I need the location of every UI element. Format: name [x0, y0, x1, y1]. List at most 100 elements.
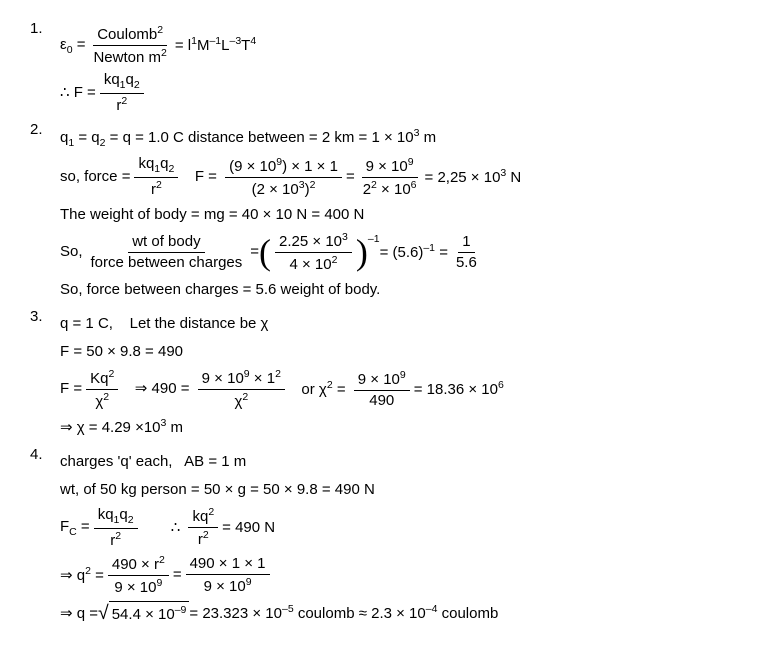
eq-line: ⇒ χ = 4.29 ×103 m [60, 415, 731, 440]
denominator: 9 × 109 [110, 576, 166, 597]
problem-1: 1. ε0 = Coulomb2 Newton m2 = l1M–1L–3T4 … [30, 20, 731, 119]
numerator: 490 × r2 [108, 554, 169, 576]
numerator: 2.25 × 103 [275, 231, 352, 253]
fraction: wt of body force between charges [87, 233, 247, 272]
numerator: Coulomb2 [93, 24, 167, 46]
eq-line: So, wt of body force between charges = (… [60, 231, 731, 274]
radicand: 54.4 × 10–9 [109, 601, 190, 627]
eq-line: The weight of body = mg = 40 × 10 N = 40… [60, 203, 731, 227]
square-root: √ 54.4 × 10–9 [98, 601, 189, 627]
denominator: r2 [112, 94, 131, 115]
denominator: 4 × 102 [285, 253, 341, 274]
eq-line: ε0 = Coulomb2 Newton m2 = l1M–1L–3T4 [60, 24, 731, 67]
denominator: 9 × 109 [200, 575, 256, 596]
eq-line: ⇒ q2 = 490 × r2 9 × 109 = 490 × 1 × 1 9 … [60, 554, 731, 597]
numerator: kq1q2 [100, 71, 144, 94]
eq-line: FC = kq1q2 r2 ∴ kq2 r2 = 490 N [60, 506, 731, 550]
fraction: kq1q2 r2 [134, 155, 178, 199]
numerator: 9 × 109 [362, 156, 418, 178]
text: = [173, 563, 182, 587]
denominator: (2 × 103)2 [248, 178, 320, 199]
text: ⇒ q2 = [60, 563, 104, 588]
problem-content: q1 = q2 = q = 1.0 C distance between = 2… [60, 121, 731, 306]
eq-line: q1 = q2 = q = 1.0 C distance between = 2… [60, 125, 731, 152]
text: = [346, 165, 355, 189]
text: q1 = q2 = q = 1.0 C distance between = 2… [60, 125, 436, 152]
fraction: 2.25 × 103 4 × 102 [275, 231, 352, 274]
fraction: (9 × 109) × 1 × 1 (2 × 103)2 [225, 156, 342, 199]
numerator: 9 × 109 [354, 369, 410, 391]
fraction: Coulomb2 Newton m2 [89, 24, 170, 67]
problem-3: 3. q = 1 C, Let the distance be χ F = 50… [30, 308, 731, 444]
numerator: kq2 [188, 506, 218, 528]
denominator: χ2 [91, 390, 113, 411]
fraction: 9 × 109 490 [354, 369, 410, 410]
denominator: χ2 [230, 390, 252, 411]
exponent: –1 [368, 231, 380, 248]
eq-line: ∴ F = kq1q2 r2 [60, 71, 731, 115]
text: = (5.6)–1 = [380, 240, 448, 265]
text: = 2,25 × 103 N [425, 165, 522, 190]
numerator: kq1q2 [134, 155, 178, 178]
eq-line: ⇒ q = √ 54.4 × 10–9 = 23.323 × 10–5 coul… [60, 601, 731, 627]
denominator: 22 × 106 [359, 178, 421, 199]
right-paren: ) [356, 238, 368, 267]
text: ⇒ q = [60, 602, 98, 626]
text: = l1M–1L–3T4 [175, 33, 256, 58]
text: = 23.323 × 10–5 coulomb ≈ 2.3 × 10–4 cou… [189, 601, 498, 626]
problem-number: 1. [30, 20, 60, 37]
problem-number: 2. [30, 121, 60, 138]
problem-content: ε0 = Coulomb2 Newton m2 = l1M–1L–3T4 ∴ F… [60, 20, 731, 119]
numerator: kq1q2 [94, 506, 138, 529]
text: ε0 = [60, 33, 85, 59]
numerator: 1 [458, 233, 474, 253]
text: = [250, 240, 259, 264]
sqrt-icon: √ [98, 604, 109, 624]
numerator: wt of body [128, 233, 204, 253]
problem-number: 3. [30, 308, 60, 325]
text: ⇒ χ = 4.29 ×103 m [60, 415, 183, 440]
text: = 18.36 × 106 [414, 377, 504, 402]
left-paren: ( [259, 238, 271, 267]
fraction: 490 × 1 × 1 9 × 109 [186, 555, 270, 596]
problem-content: charges 'q' each, AB = 1 m wt, of 50 kg … [60, 446, 731, 631]
denominator: force between charges [87, 253, 247, 272]
text: ∴ F = [60, 81, 96, 105]
denominator: r2 [106, 529, 125, 550]
eq-line: F = Kq2 χ2 ⇒ 490 = 9 × 109 × 12 χ2 or χ2… [60, 368, 731, 411]
numerator: 9 × 109 × 12 [198, 368, 285, 390]
problem-content: q = 1 C, Let the distance be χ F = 50 × … [60, 308, 731, 444]
text: ∴ [142, 516, 185, 540]
text: = 490 N [222, 516, 275, 540]
problem-2: 2. q1 = q2 = q = 1.0 C distance between … [30, 121, 731, 306]
fraction: kq2 r2 [188, 506, 218, 549]
eq-line: charges 'q' each, AB = 1 m [60, 450, 731, 474]
fraction: 490 × r2 9 × 109 [108, 554, 169, 597]
numerator: (9 × 109) × 1 × 1 [225, 156, 342, 178]
denominator: 490 [365, 391, 398, 410]
eq-line: q = 1 C, Let the distance be χ [60, 312, 731, 336]
fraction: 1 5.6 [452, 233, 481, 272]
eq-line: wt, of 50 kg person = 50 × g = 50 × 9.8 … [60, 478, 731, 502]
problem-4: 4. charges 'q' each, AB = 1 m wt, of 50 … [30, 446, 731, 631]
text: F = [182, 165, 221, 189]
text: FC = [60, 515, 90, 541]
eq-line: F = 50 × 9.8 = 490 [60, 340, 731, 364]
problem-number: 4. [30, 446, 60, 463]
text: F = [60, 377, 82, 401]
fraction: 9 × 109 × 12 χ2 [198, 368, 285, 411]
fraction: 9 × 109 22 × 106 [359, 156, 421, 199]
text: or χ2 = [289, 377, 350, 402]
numerator: Kq2 [86, 368, 118, 390]
text: ⇒ 490 = [122, 377, 193, 401]
fraction: kq1q2 r2 [94, 506, 138, 550]
denominator: Newton m2 [89, 46, 170, 67]
fraction: Kq2 χ2 [86, 368, 118, 411]
text: so, force = [60, 165, 130, 189]
denominator: r2 [194, 528, 213, 549]
eq-line: so, force = kq1q2 r2 F = (9 × 109) × 1 ×… [60, 155, 731, 199]
numerator: 490 × 1 × 1 [186, 555, 270, 575]
eq-line: So, force between charges = 5.6 weight o… [60, 278, 731, 302]
denominator: 5.6 [452, 253, 481, 272]
paren-fraction: ( 2.25 × 103 4 × 102 ) –1 [259, 231, 380, 274]
